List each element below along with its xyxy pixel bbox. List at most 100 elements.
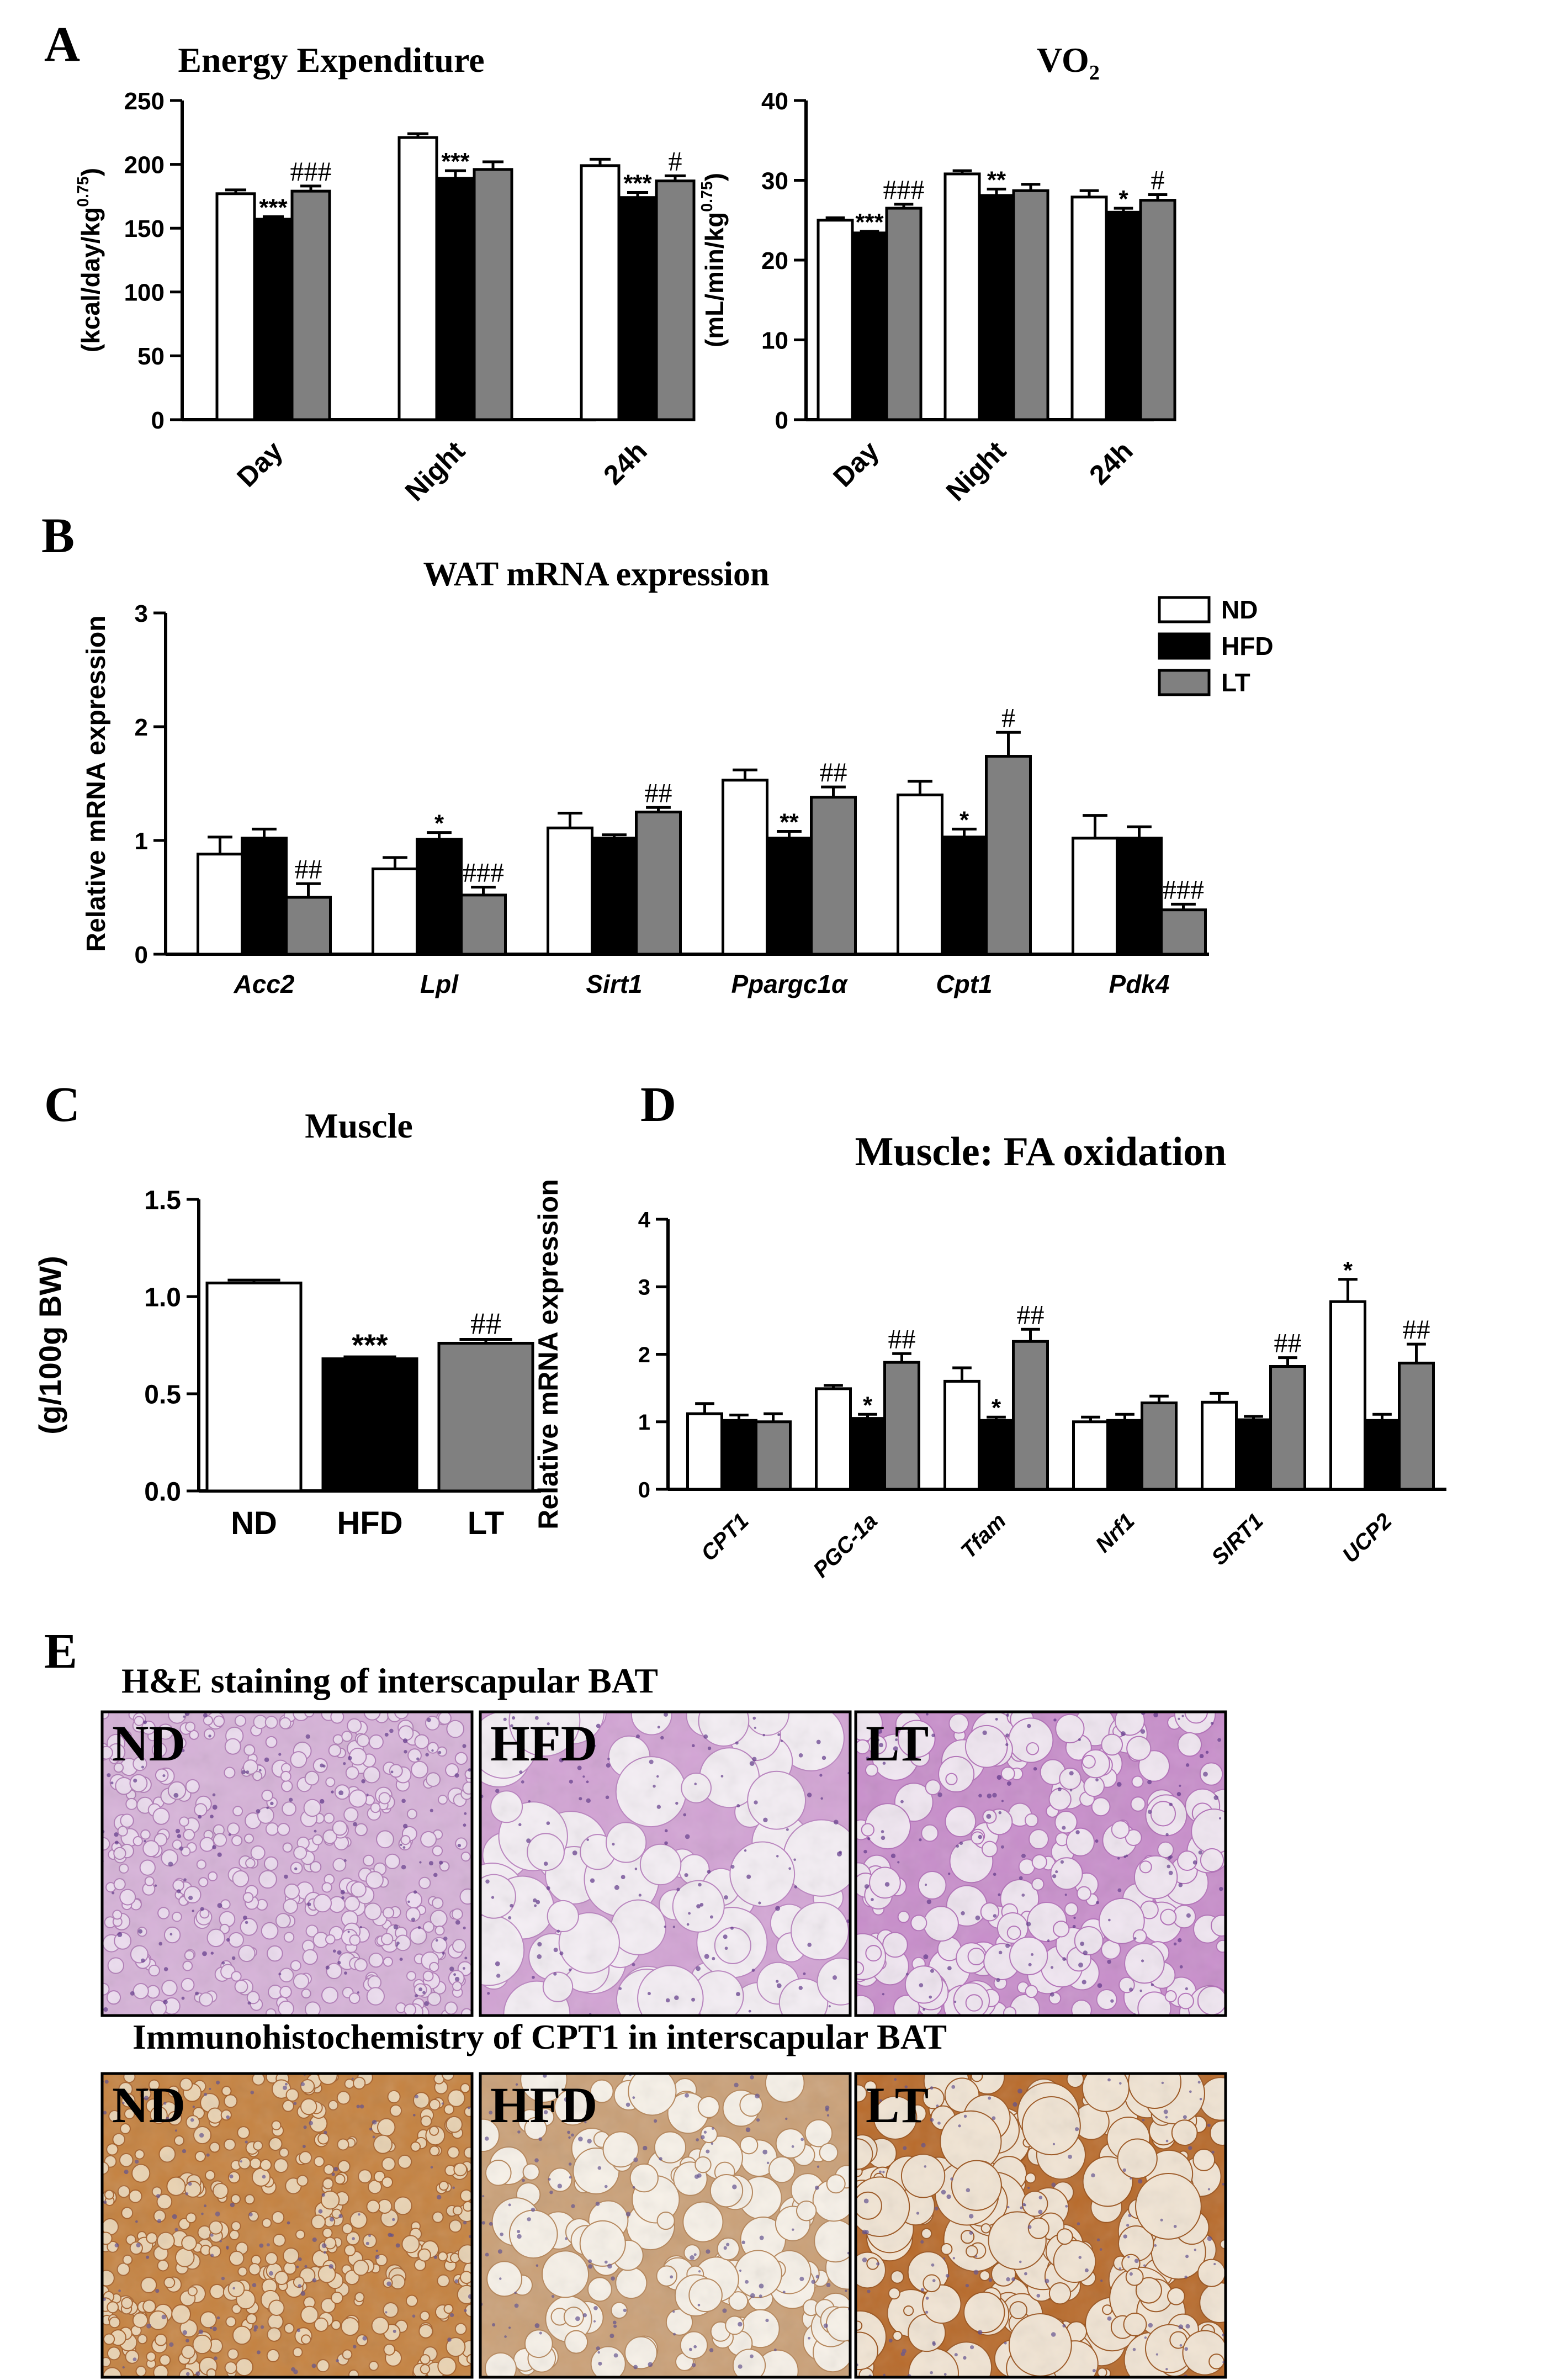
x-tick-label: Acc2 [234, 970, 295, 998]
significance-label: ** [780, 809, 799, 836]
x-tick-label: UCP2 [1338, 1509, 1397, 1568]
row-title-he: H&E staining of interscapular BAT [121, 1661, 658, 1700]
bar-nd-1 [372, 868, 418, 956]
y-tick-label: 2 [135, 714, 148, 741]
y-tick-label: 0 [135, 942, 148, 969]
bar-hfd-2 [591, 837, 638, 956]
bar-nd-0 [686, 1412, 723, 1491]
y-tick-label: 50 [137, 343, 165, 370]
bar-hfd-5 [1364, 1419, 1401, 1491]
x-tick-label: Cpt1 [936, 970, 992, 998]
y-tick-label: 150 [124, 215, 165, 242]
micrograph-ihc-large [480, 2074, 850, 2377]
bar-lt-1 [460, 893, 507, 956]
y-tick-label: 1.5 [144, 1186, 181, 1215]
x-tick-label: LT [468, 1505, 505, 1541]
micrograph-ihc-mixed [856, 2074, 1226, 2377]
histology-panel: E H&E staining of interscapular BAT Immuno… [44, 1624, 1227, 2379]
bar-nd-1 [943, 172, 981, 421]
bar-nd-4 [897, 794, 943, 956]
legend-label: ND [1221, 595, 1258, 624]
micrograph-he-dense [102, 1712, 472, 2016]
significance-label: ## [1017, 1299, 1045, 1330]
bar-lt-2 [655, 179, 696, 421]
significance-label: ## [1403, 1314, 1430, 1345]
significance-label: ### [1163, 874, 1204, 905]
legend-swatch-lt [1158, 669, 1211, 696]
tissue-texture [480, 1712, 850, 2016]
tissue-texture [856, 2074, 1226, 2377]
x-tick-label: Night [399, 435, 471, 507]
micrograph-frame [854, 2072, 1227, 2379]
bar-lt-4 [1269, 1365, 1306, 1491]
bar-nd-4 [1201, 1400, 1238, 1491]
bar-nd-3 [722, 779, 768, 956]
bar-hfd-1 [978, 194, 1015, 421]
panel-label: C [44, 1077, 80, 1132]
y-label-superscript: 0.75 [75, 176, 92, 207]
x-tick-label: Nrf1 [1091, 1509, 1139, 1557]
bar-nd-0 [817, 219, 854, 421]
y-label-end: ) [700, 173, 729, 181]
significance-label: ## [1274, 1327, 1302, 1358]
significance-label: *** [623, 170, 652, 197]
bar-lt-0 [885, 207, 923, 421]
bar-lt-2 [635, 811, 682, 956]
legend-swatch-nd [1158, 596, 1211, 623]
panel-label: E [44, 1624, 77, 1679]
y-tick-label: 0 [775, 407, 788, 434]
bar-lt-0 [755, 1420, 792, 1491]
y-axis-label: (mL/min/kg0.75) [698, 173, 729, 347]
micrograph-label: LT [866, 2077, 929, 2133]
significance-label: # [1151, 165, 1165, 195]
x-tick-label: Day [827, 435, 885, 493]
tissue-texture [856, 1712, 1226, 2016]
significance-label: ### [463, 856, 504, 887]
x-tick-label: Sirt1 [586, 970, 642, 998]
chart-b: B WAT mRNA expression 0 1 2 3 Relative mRNA ex… [41, 509, 1209, 998]
significance-label: * [959, 806, 969, 833]
legend-swatch-hfd [1158, 632, 1211, 660]
significance-label: * [863, 1392, 873, 1419]
row-title-ihc: Immunohistochemistry of CPT1 in intersca… [132, 2017, 947, 2056]
y-tick-label: 250 [124, 88, 165, 115]
significance-label: ## [470, 1307, 501, 1341]
bar-lt-0 [290, 189, 331, 421]
bar-nd-0 [215, 192, 256, 421]
significance-label: ** [987, 166, 1006, 193]
chart-title: Energy Expenditure [178, 40, 484, 80]
bar-lt-3 [810, 796, 857, 956]
x-tick-label: CPT1 [696, 1509, 753, 1565]
y-tick-label: 10 [761, 327, 788, 354]
x-tick-label: Pdk4 [1109, 970, 1170, 998]
y-axis-label: Relative mRNA expression [533, 1179, 564, 1530]
bar-nd-nd [205, 1281, 303, 1493]
bar-hfd-4 [1235, 1418, 1272, 1491]
x-tick-label: Ppargc1α [731, 970, 849, 998]
x-tick-label: SIRT1 [1207, 1509, 1268, 1570]
chart-title: WAT mRNA expression [423, 556, 770, 593]
y-tick-label: 1.0 [144, 1283, 181, 1312]
y-tick-label: 40 [761, 88, 788, 115]
y-tick-label: 4 [638, 1208, 651, 1232]
micrograph-label: ND [112, 1715, 185, 1771]
y-label-superscript: 0.75 [698, 181, 716, 212]
y-tick-label: 3 [135, 600, 148, 627]
bar-nd-0 [197, 853, 243, 956]
micrograph-frame [479, 1710, 852, 2017]
bar-nd-5 [1329, 1300, 1366, 1491]
bar-lt-3 [1141, 1401, 1178, 1491]
legend-label: LT [1221, 668, 1250, 697]
title-subscript: 2 [1089, 61, 1100, 84]
chart-c: C Muscle 0.0 0.5 1.0 1.5 (g/100g BW) ND *** HFD ##… [33, 1077, 541, 1541]
chart-title: VO2 [1037, 40, 1100, 84]
micrograph-label: LT [866, 1715, 929, 1771]
significance-label: ### [290, 156, 332, 187]
y-tick-label: 0 [638, 1478, 650, 1502]
x-tick-label: PGC-1a [809, 1509, 882, 1582]
chart-title: Muscle [305, 1106, 413, 1145]
micrograph-label: ND [112, 2077, 185, 2133]
y-tick-label: 0.5 [144, 1380, 181, 1409]
bar-lt-1 [883, 1361, 920, 1491]
tissue-texture [102, 1712, 472, 2016]
